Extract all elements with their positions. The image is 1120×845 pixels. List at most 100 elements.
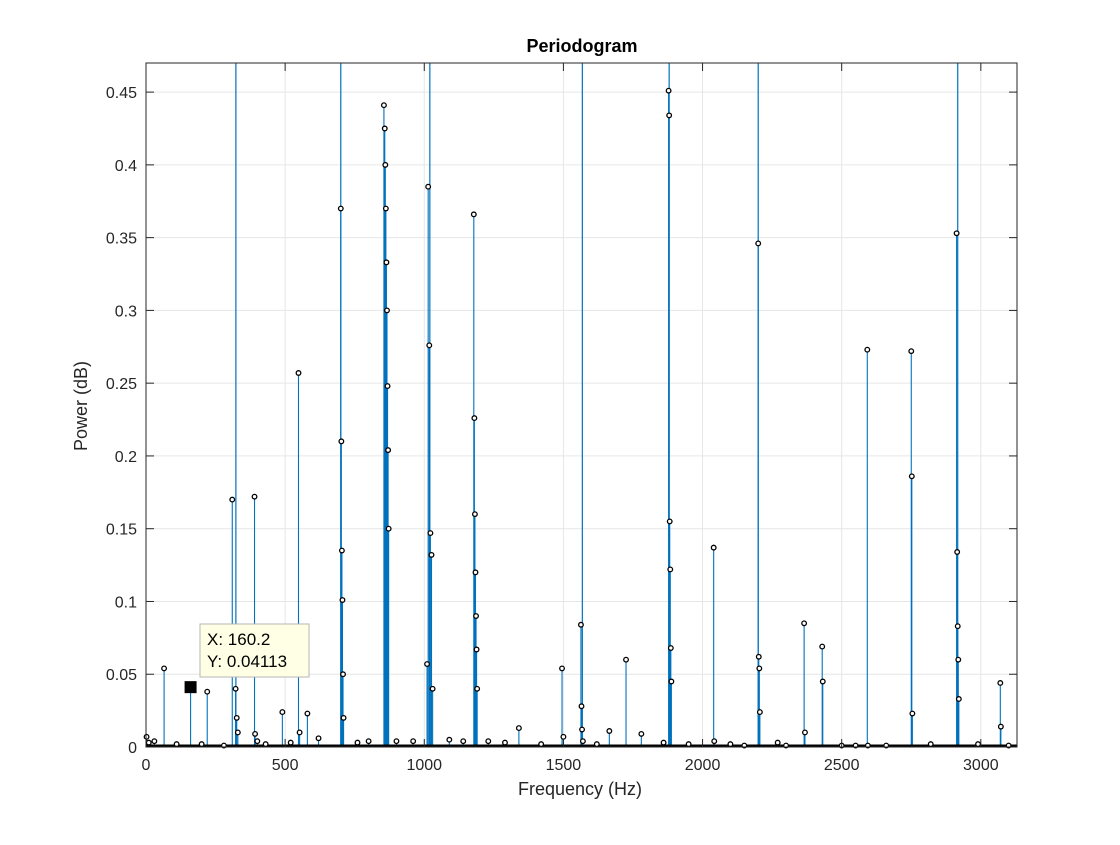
- stem-marker: [354, 739, 361, 746]
- stem-marker: [755, 240, 762, 247]
- stem-marker: [711, 738, 718, 745]
- stem-marker: [262, 741, 269, 748]
- stem-marker: [908, 348, 915, 355]
- stem-marker: [756, 665, 763, 672]
- stem-marker: [304, 710, 311, 717]
- stem-marker: [295, 370, 302, 376]
- stem-marker: [381, 125, 388, 132]
- stem-marker: [338, 438, 345, 445]
- stem-marker: [279, 709, 286, 716]
- stem-marker: [473, 646, 480, 653]
- y-tick-label: 0.1: [115, 594, 137, 611]
- y-tick-label: 0.05: [106, 667, 137, 684]
- stem-marker: [727, 741, 734, 748]
- y-tick-label: 0.25: [106, 376, 137, 393]
- stem-marker: [427, 530, 434, 537]
- stem-marker: [578, 703, 585, 710]
- marker-series: [143, 87, 1017, 749]
- stem-marker: [623, 656, 629, 663]
- stem-marker: [667, 645, 674, 651]
- stem-marker: [955, 656, 962, 663]
- stem-marker: [954, 549, 961, 555]
- stem-marker: [819, 643, 826, 650]
- stem-marker: [667, 566, 674, 573]
- y-axis-label: Power (dB): [71, 361, 91, 451]
- stem-marker: [460, 738, 467, 745]
- x-tick-label: 2500: [824, 757, 860, 774]
- chart-title: Periodogram: [526, 36, 637, 56]
- x-tick-label: 1500: [546, 757, 582, 774]
- stem-marker: [384, 307, 390, 314]
- stem-marker: [864, 346, 871, 353]
- stem-marker: [471, 415, 478, 422]
- stem-marker: [515, 725, 522, 732]
- stem-marker: [424, 661, 431, 667]
- stem-marker: [426, 342, 433, 349]
- stem-marker: [774, 739, 781, 746]
- stem-marker: [638, 730, 645, 737]
- stem-marker: [802, 729, 808, 736]
- stem-marker: [579, 726, 586, 733]
- stem-marker: [927, 741, 934, 748]
- stem-marker: [393, 738, 400, 745]
- stem-marker: [385, 447, 392, 454]
- stem-marker: [665, 87, 672, 94]
- stem-marker: [577, 621, 584, 628]
- y-tick-label: 0.45: [106, 85, 137, 102]
- x-tick-label: 500: [272, 757, 299, 774]
- stem-marker: [755, 653, 762, 660]
- stem-marker: [666, 112, 673, 119]
- stem-marker: [471, 511, 478, 518]
- stem-marker: [710, 544, 717, 551]
- stem-marker: [472, 569, 479, 576]
- stem-marker: [385, 525, 392, 532]
- stem-marker: [470, 211, 477, 218]
- stem-marker: [997, 680, 1004, 686]
- y-tick-label: 0.15: [106, 522, 137, 539]
- datatip-x-text: X: 160.2: [207, 630, 270, 649]
- stem-marker: [287, 739, 294, 746]
- stem-marker: [161, 665, 168, 672]
- stem-marker: [975, 741, 981, 748]
- axes-box: [145, 62, 1018, 748]
- stem-marker: [339, 597, 346, 603]
- y-tick-label: 0.35: [106, 231, 137, 248]
- stem-marker: [473, 613, 479, 619]
- stem-marker: [756, 709, 763, 716]
- stem-marker: [428, 551, 435, 558]
- stem-marker: [446, 736, 453, 743]
- stem-marker: [254, 738, 261, 745]
- stem-marker: [151, 738, 158, 745]
- stem-marker: [685, 741, 692, 748]
- stem-marker: [234, 729, 241, 736]
- y-tick-label: 0: [128, 740, 137, 757]
- stem-marker: [819, 678, 826, 685]
- y-tick-label: 0.3: [115, 303, 137, 320]
- stem-marker: [606, 728, 613, 734]
- stem-marker: [380, 102, 387, 109]
- stem-series: [146, 63, 1010, 747]
- stem-marker: [666, 518, 673, 525]
- stem-marker: [233, 714, 240, 721]
- stem-marker: [382, 161, 389, 168]
- datatip[interactable]: X: 160.2 Y: 0.04113: [184, 623, 310, 694]
- stem-marker: [365, 738, 372, 745]
- stem-marker: [579, 738, 586, 745]
- datatip-box: [199, 623, 310, 678]
- datatip-marker[interactable]: [184, 681, 197, 694]
- stem-marker: [955, 696, 962, 702]
- stem-marker: [425, 183, 432, 190]
- stem-marker: [204, 688, 211, 695]
- y-axis-ticks: 0 0.05 0.1 0.15 0.2 0.25 0.3 0.35 0.4 0.45: [106, 85, 1017, 757]
- stem-marker: [383, 259, 390, 266]
- stem-marker: [337, 205, 344, 212]
- stem-marker: [296, 729, 303, 736]
- stem-marker: [173, 741, 180, 748]
- stem-marker: [559, 665, 565, 672]
- x-tick-label: 2000: [685, 757, 721, 774]
- stem-marker: [660, 739, 667, 746]
- grid-lines: [146, 63, 1017, 747]
- stem-marker: [953, 230, 960, 237]
